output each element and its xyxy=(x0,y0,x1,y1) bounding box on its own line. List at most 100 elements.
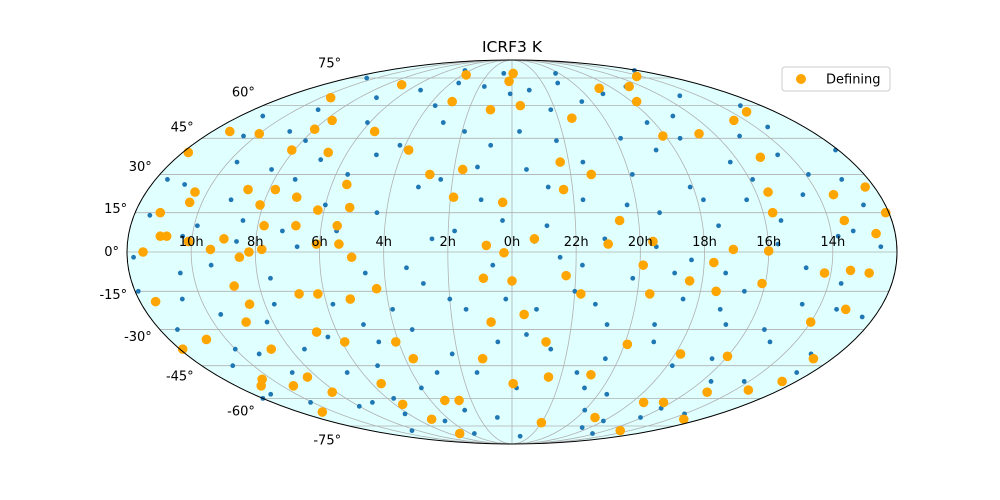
meridian-gridline xyxy=(511,59,834,445)
source-point xyxy=(260,113,266,119)
source-point xyxy=(471,431,477,436)
source-point xyxy=(374,95,379,101)
defining-source-point xyxy=(757,278,767,289)
defining-source-point xyxy=(499,247,509,258)
source-point xyxy=(850,228,856,234)
defining-source-point xyxy=(622,339,633,350)
chart-title: ICRF3 K xyxy=(482,38,543,56)
source-point xyxy=(370,400,375,405)
defining-source-point xyxy=(541,337,551,347)
defining-source-point xyxy=(777,376,787,387)
defining-source-point xyxy=(294,289,304,299)
defining-source-point xyxy=(371,283,382,294)
source-point xyxy=(775,152,781,158)
source-point xyxy=(500,218,505,223)
defining-source-point xyxy=(334,239,344,249)
defining-source-point xyxy=(485,104,496,115)
source-point xyxy=(495,339,501,345)
source-point xyxy=(672,270,678,276)
source-point xyxy=(404,265,409,271)
defining-source-point xyxy=(256,381,266,391)
source-point xyxy=(580,159,586,165)
source-point xyxy=(409,327,415,332)
source-point xyxy=(669,363,675,369)
source-point xyxy=(374,152,379,158)
source-point xyxy=(135,288,141,294)
source-point xyxy=(361,322,366,327)
source-point xyxy=(572,288,578,294)
source-point xyxy=(723,270,729,276)
x-tick-label: 6h xyxy=(311,235,328,250)
defining-source-point xyxy=(311,327,322,337)
source-point xyxy=(481,84,487,89)
source-point xyxy=(292,177,298,182)
defining-source-point xyxy=(408,353,419,364)
defining-source-point xyxy=(234,252,245,263)
source-point xyxy=(449,351,455,357)
defining-source-point xyxy=(369,126,380,137)
defining-source-point xyxy=(425,169,435,180)
source-point xyxy=(750,177,755,182)
defining-source-point xyxy=(819,268,830,278)
defining-source-point xyxy=(454,428,465,439)
source-point xyxy=(345,172,351,177)
source-point xyxy=(545,184,551,190)
defining-source-point xyxy=(808,353,819,364)
defining-source-point xyxy=(327,115,337,126)
defining-source-point xyxy=(313,289,323,299)
source-point xyxy=(624,202,630,208)
source-point xyxy=(861,202,866,208)
x-tick-label: 22h xyxy=(564,235,589,250)
source-point xyxy=(839,177,845,182)
y-tick-label: -75° xyxy=(313,434,341,449)
defining-source-point xyxy=(694,128,704,139)
defining-source-point xyxy=(177,344,188,354)
defining-source-point xyxy=(507,276,517,286)
source-point xyxy=(452,228,457,234)
source-point xyxy=(553,70,558,76)
defining-source-point xyxy=(332,220,343,231)
source-point xyxy=(534,306,539,312)
source-point xyxy=(834,306,839,312)
source-point xyxy=(302,346,307,352)
source-point xyxy=(318,157,324,163)
defining-source-point xyxy=(508,68,518,79)
source-point xyxy=(315,107,321,113)
defining-source-point xyxy=(311,239,322,249)
defining-source-point xyxy=(291,220,301,231)
x-tick-label: 20h xyxy=(628,235,653,250)
source-point xyxy=(420,281,426,286)
source-point xyxy=(390,306,395,312)
defining-source-point xyxy=(478,273,489,284)
defining-source-point xyxy=(346,252,357,263)
source-point xyxy=(555,80,561,86)
source-point xyxy=(737,133,742,139)
source-point xyxy=(600,91,606,97)
legend-box xyxy=(781,66,891,92)
y-tick-label: 0° xyxy=(104,245,119,260)
defining-source-point xyxy=(244,247,254,257)
source-point xyxy=(256,351,262,357)
source-point xyxy=(799,301,805,307)
defining-source-point xyxy=(767,207,778,218)
source-point xyxy=(232,346,238,352)
source-point xyxy=(794,370,800,375)
defining-source-point xyxy=(270,184,281,195)
defining-source-point xyxy=(603,239,613,249)
defining-source-point xyxy=(638,260,649,270)
source-point xyxy=(374,210,380,216)
source-point xyxy=(474,370,480,375)
defining-source-point xyxy=(327,387,338,397)
source-point xyxy=(294,244,300,250)
defining-source-point xyxy=(590,412,600,423)
defining-source-point xyxy=(342,179,352,190)
source-point xyxy=(582,407,588,413)
x-tick-label: 10h xyxy=(179,235,204,250)
source-point xyxy=(507,91,513,97)
source-point xyxy=(271,301,277,307)
defining-source-point xyxy=(396,79,407,90)
defining-source-point xyxy=(155,207,166,218)
source-point xyxy=(228,197,234,203)
source-point xyxy=(432,103,438,109)
